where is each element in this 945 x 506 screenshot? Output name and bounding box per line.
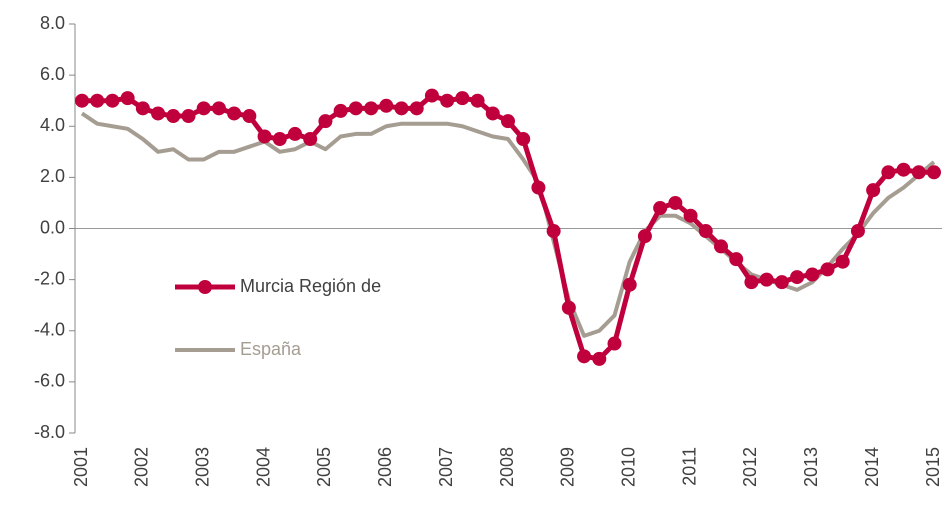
series-marker	[927, 165, 941, 180]
series-marker	[181, 109, 196, 124]
series-marker	[592, 351, 607, 366]
x-tick-label: 2008	[497, 447, 517, 487]
y-tick-label: 6.0	[40, 64, 65, 84]
x-tick-label: 2005	[314, 447, 334, 487]
series-marker	[744, 275, 759, 290]
series-line	[82, 93, 934, 362]
series-marker	[151, 106, 166, 121]
series-marker	[516, 132, 531, 147]
x-tick-label: 2004	[253, 447, 273, 487]
y-tick-label: 0.0	[40, 217, 65, 237]
series-marker	[835, 254, 850, 269]
series-marker	[866, 183, 881, 198]
series-marker	[653, 201, 668, 216]
series-marker	[683, 208, 698, 223]
series-marker	[242, 109, 257, 124]
series-marker	[120, 91, 135, 106]
series-marker	[105, 93, 120, 108]
series-marker	[698, 224, 713, 239]
series-marker	[440, 93, 455, 108]
y-tick-label: 2.0	[40, 166, 65, 186]
x-tick-label: 2009	[558, 447, 578, 487]
series-marker	[211, 101, 226, 116]
series-marker	[424, 88, 439, 103]
series-marker	[379, 98, 394, 113]
y-tick-label: -4.0	[34, 320, 65, 340]
y-tick-label: 8.0	[40, 13, 65, 33]
series-marker	[227, 106, 242, 121]
series-marker	[881, 165, 896, 180]
series-marker	[196, 101, 211, 116]
series-marker	[90, 93, 105, 108]
legend-label: España	[240, 339, 302, 359]
series-marker	[759, 272, 774, 287]
series-marker	[790, 270, 805, 285]
series-marker	[470, 93, 485, 108]
series-marker	[622, 277, 637, 292]
series-marker	[820, 262, 835, 277]
series-marker	[288, 126, 302, 141]
x-tick-label: 2013	[801, 447, 821, 487]
series-marker	[303, 132, 318, 147]
legend-label: Murcia Región de	[240, 276, 381, 296]
series-marker	[257, 129, 272, 144]
series-marker	[577, 349, 592, 364]
series-line	[80, 111, 936, 338]
x-tick-label: 2003	[192, 447, 212, 487]
x-tick-label: 2010	[618, 447, 638, 487]
series-marker	[318, 114, 333, 129]
series-marker	[135, 101, 150, 116]
series-marker	[333, 103, 348, 118]
x-tick-label: 2007	[436, 447, 456, 487]
series-marker	[774, 275, 789, 290]
series-marker	[546, 224, 561, 239]
series-marker	[561, 300, 576, 315]
series-marker	[394, 101, 409, 116]
series-marker	[364, 101, 379, 116]
series-marker	[166, 109, 181, 124]
y-tick-label: 4.0	[40, 115, 65, 135]
series-marker	[272, 132, 287, 147]
series-marker	[409, 101, 424, 116]
x-tick-label: 2002	[132, 447, 152, 487]
series-marker	[501, 114, 515, 129]
y-tick-label: -6.0	[34, 371, 65, 391]
series-marker	[911, 165, 926, 180]
series-marker	[668, 195, 683, 210]
series-marker	[531, 180, 546, 195]
series-marker	[729, 252, 744, 267]
series-marker	[805, 267, 820, 282]
x-tick-label: 2012	[740, 447, 760, 487]
series-marker	[348, 101, 363, 116]
y-tick-label: -2.0	[34, 268, 65, 288]
x-tick-label: 2011	[679, 447, 699, 486]
series-marker	[714, 239, 728, 254]
series-marker	[896, 162, 911, 177]
series-marker	[637, 229, 652, 244]
series-marker	[455, 91, 470, 106]
x-tick-label: 2001	[71, 447, 91, 487]
legend-marker	[198, 280, 212, 294]
series-marker	[607, 336, 622, 351]
y-tick-label: -8.0	[34, 422, 65, 442]
x-tick-label: 2006	[375, 447, 395, 487]
x-tick-label: 2014	[862, 447, 882, 487]
x-tick-label: 2015	[923, 447, 943, 487]
series-marker	[850, 224, 865, 239]
series-marker	[485, 106, 500, 121]
series-marker	[75, 93, 89, 108]
